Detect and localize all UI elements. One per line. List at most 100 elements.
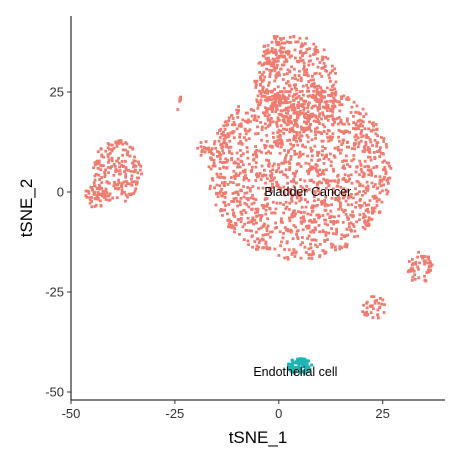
data-point xyxy=(99,147,103,150)
data-point xyxy=(237,142,241,145)
data-point xyxy=(307,368,311,371)
data-point xyxy=(318,168,322,172)
data-point xyxy=(304,51,308,54)
data-point xyxy=(286,112,289,115)
data-point xyxy=(256,100,260,104)
data-point xyxy=(370,173,373,177)
data-point xyxy=(335,227,338,231)
data-point xyxy=(337,128,341,132)
data-point xyxy=(211,153,215,156)
data-point xyxy=(261,186,265,190)
data-point xyxy=(287,50,291,54)
data-point xyxy=(256,237,260,241)
data-point xyxy=(372,208,375,212)
data-point xyxy=(124,193,128,197)
data-point xyxy=(354,138,358,142)
data-point xyxy=(341,166,345,170)
data-point xyxy=(92,166,95,170)
data-point xyxy=(264,57,268,60)
data-point xyxy=(226,132,230,136)
data-point xyxy=(270,190,274,193)
data-point xyxy=(299,56,302,60)
data-point xyxy=(334,80,338,84)
data-point xyxy=(240,160,243,163)
data-point xyxy=(293,174,297,178)
data-point xyxy=(340,246,344,249)
data-point xyxy=(308,219,311,223)
data-point xyxy=(268,118,272,122)
data-point xyxy=(220,187,224,191)
data-point xyxy=(423,274,426,278)
data-point xyxy=(259,218,262,222)
data-point xyxy=(315,164,319,167)
data-point xyxy=(338,103,342,107)
data-point xyxy=(362,171,365,175)
data-point xyxy=(320,181,324,185)
data-point xyxy=(347,145,350,149)
data-point xyxy=(306,366,309,369)
data-point xyxy=(329,152,332,156)
data-point xyxy=(310,363,314,367)
data-point xyxy=(323,201,326,205)
data-point xyxy=(366,184,370,188)
data-point xyxy=(302,102,306,106)
data-point xyxy=(282,203,285,207)
data-point xyxy=(290,366,293,370)
data-point xyxy=(282,190,286,194)
data-point xyxy=(196,146,199,150)
data-point xyxy=(105,191,109,195)
data-point xyxy=(334,72,337,75)
data-point xyxy=(233,191,237,195)
data-point xyxy=(275,180,278,184)
data-point xyxy=(340,103,344,106)
data-point xyxy=(279,129,283,133)
data-point xyxy=(287,160,291,164)
data-point xyxy=(251,245,254,249)
data-point xyxy=(320,66,324,70)
data-point xyxy=(315,245,319,249)
data-point xyxy=(316,57,319,61)
data-point xyxy=(329,71,332,75)
data-point xyxy=(225,145,228,149)
data-point xyxy=(410,263,414,267)
data-point xyxy=(243,127,247,131)
data-point xyxy=(179,95,182,99)
data-point xyxy=(344,199,348,203)
data-point xyxy=(88,196,92,200)
data-point xyxy=(123,170,126,173)
data-point xyxy=(331,167,335,171)
data-point xyxy=(219,143,223,147)
data-point xyxy=(252,118,256,122)
data-point xyxy=(272,136,275,139)
data-point xyxy=(327,204,330,207)
data-point xyxy=(302,64,306,68)
data-point xyxy=(323,147,327,150)
data-point xyxy=(270,230,274,234)
data-point xyxy=(295,169,298,173)
data-point xyxy=(304,251,308,254)
data-point xyxy=(300,363,304,366)
data-point xyxy=(221,145,225,149)
data-point xyxy=(258,149,261,153)
data-point xyxy=(318,230,322,234)
data-point xyxy=(313,48,317,51)
data-point xyxy=(112,184,116,188)
data-point xyxy=(298,69,301,73)
data-point xyxy=(240,125,243,128)
data-point xyxy=(311,252,315,256)
data-point xyxy=(347,196,350,200)
data-point xyxy=(315,92,319,96)
data-point xyxy=(288,84,292,88)
data-point xyxy=(293,48,297,52)
data-point xyxy=(344,234,348,237)
data-point xyxy=(288,162,292,166)
data-point xyxy=(342,159,346,163)
data-point xyxy=(238,132,242,136)
data-point xyxy=(366,146,370,149)
data-point xyxy=(374,175,377,178)
data-point xyxy=(331,123,335,127)
data-point xyxy=(346,203,350,207)
data-point xyxy=(276,59,280,63)
data-point xyxy=(213,164,217,168)
data-point xyxy=(318,103,321,107)
